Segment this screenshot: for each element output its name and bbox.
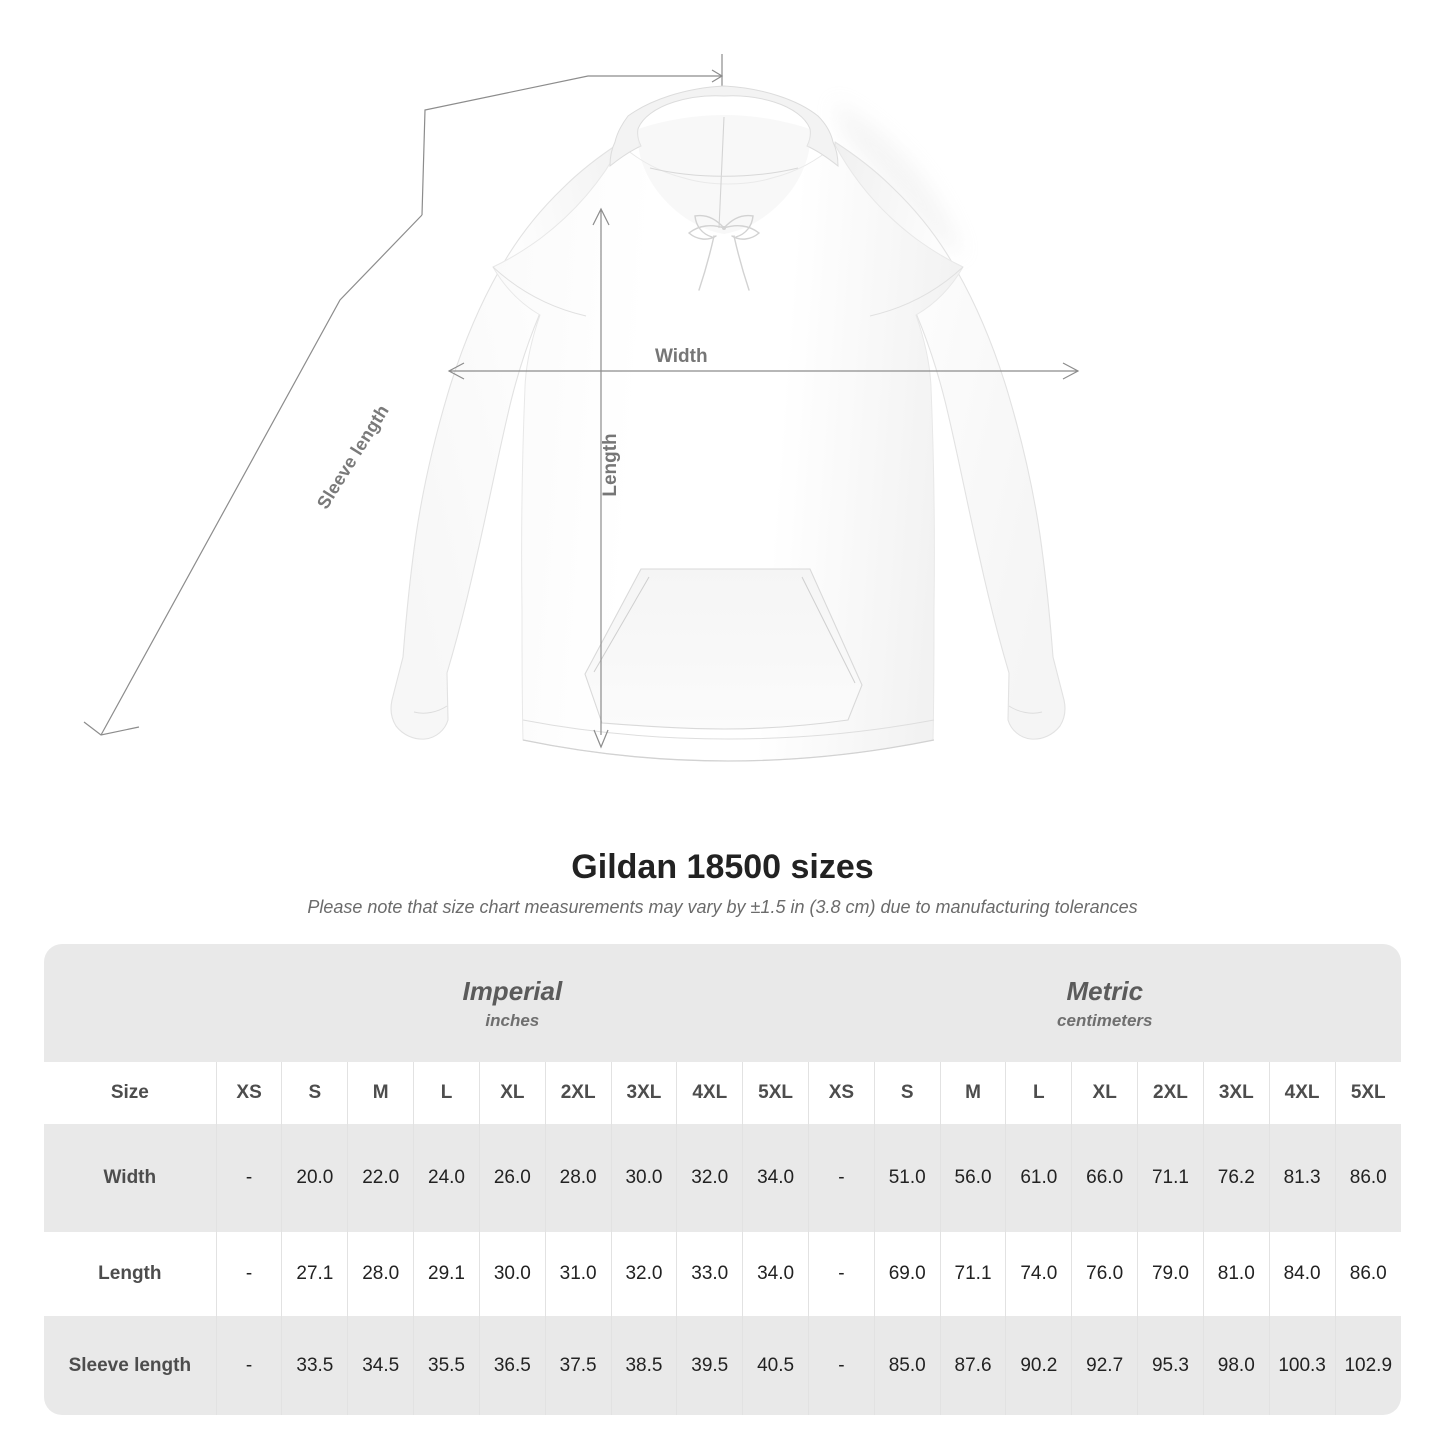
svg-text:Length: Length <box>600 433 621 496</box>
svg-text:Width: Width <box>655 346 708 367</box>
svg-text:Sleeve length: Sleeve length <box>313 401 393 512</box>
